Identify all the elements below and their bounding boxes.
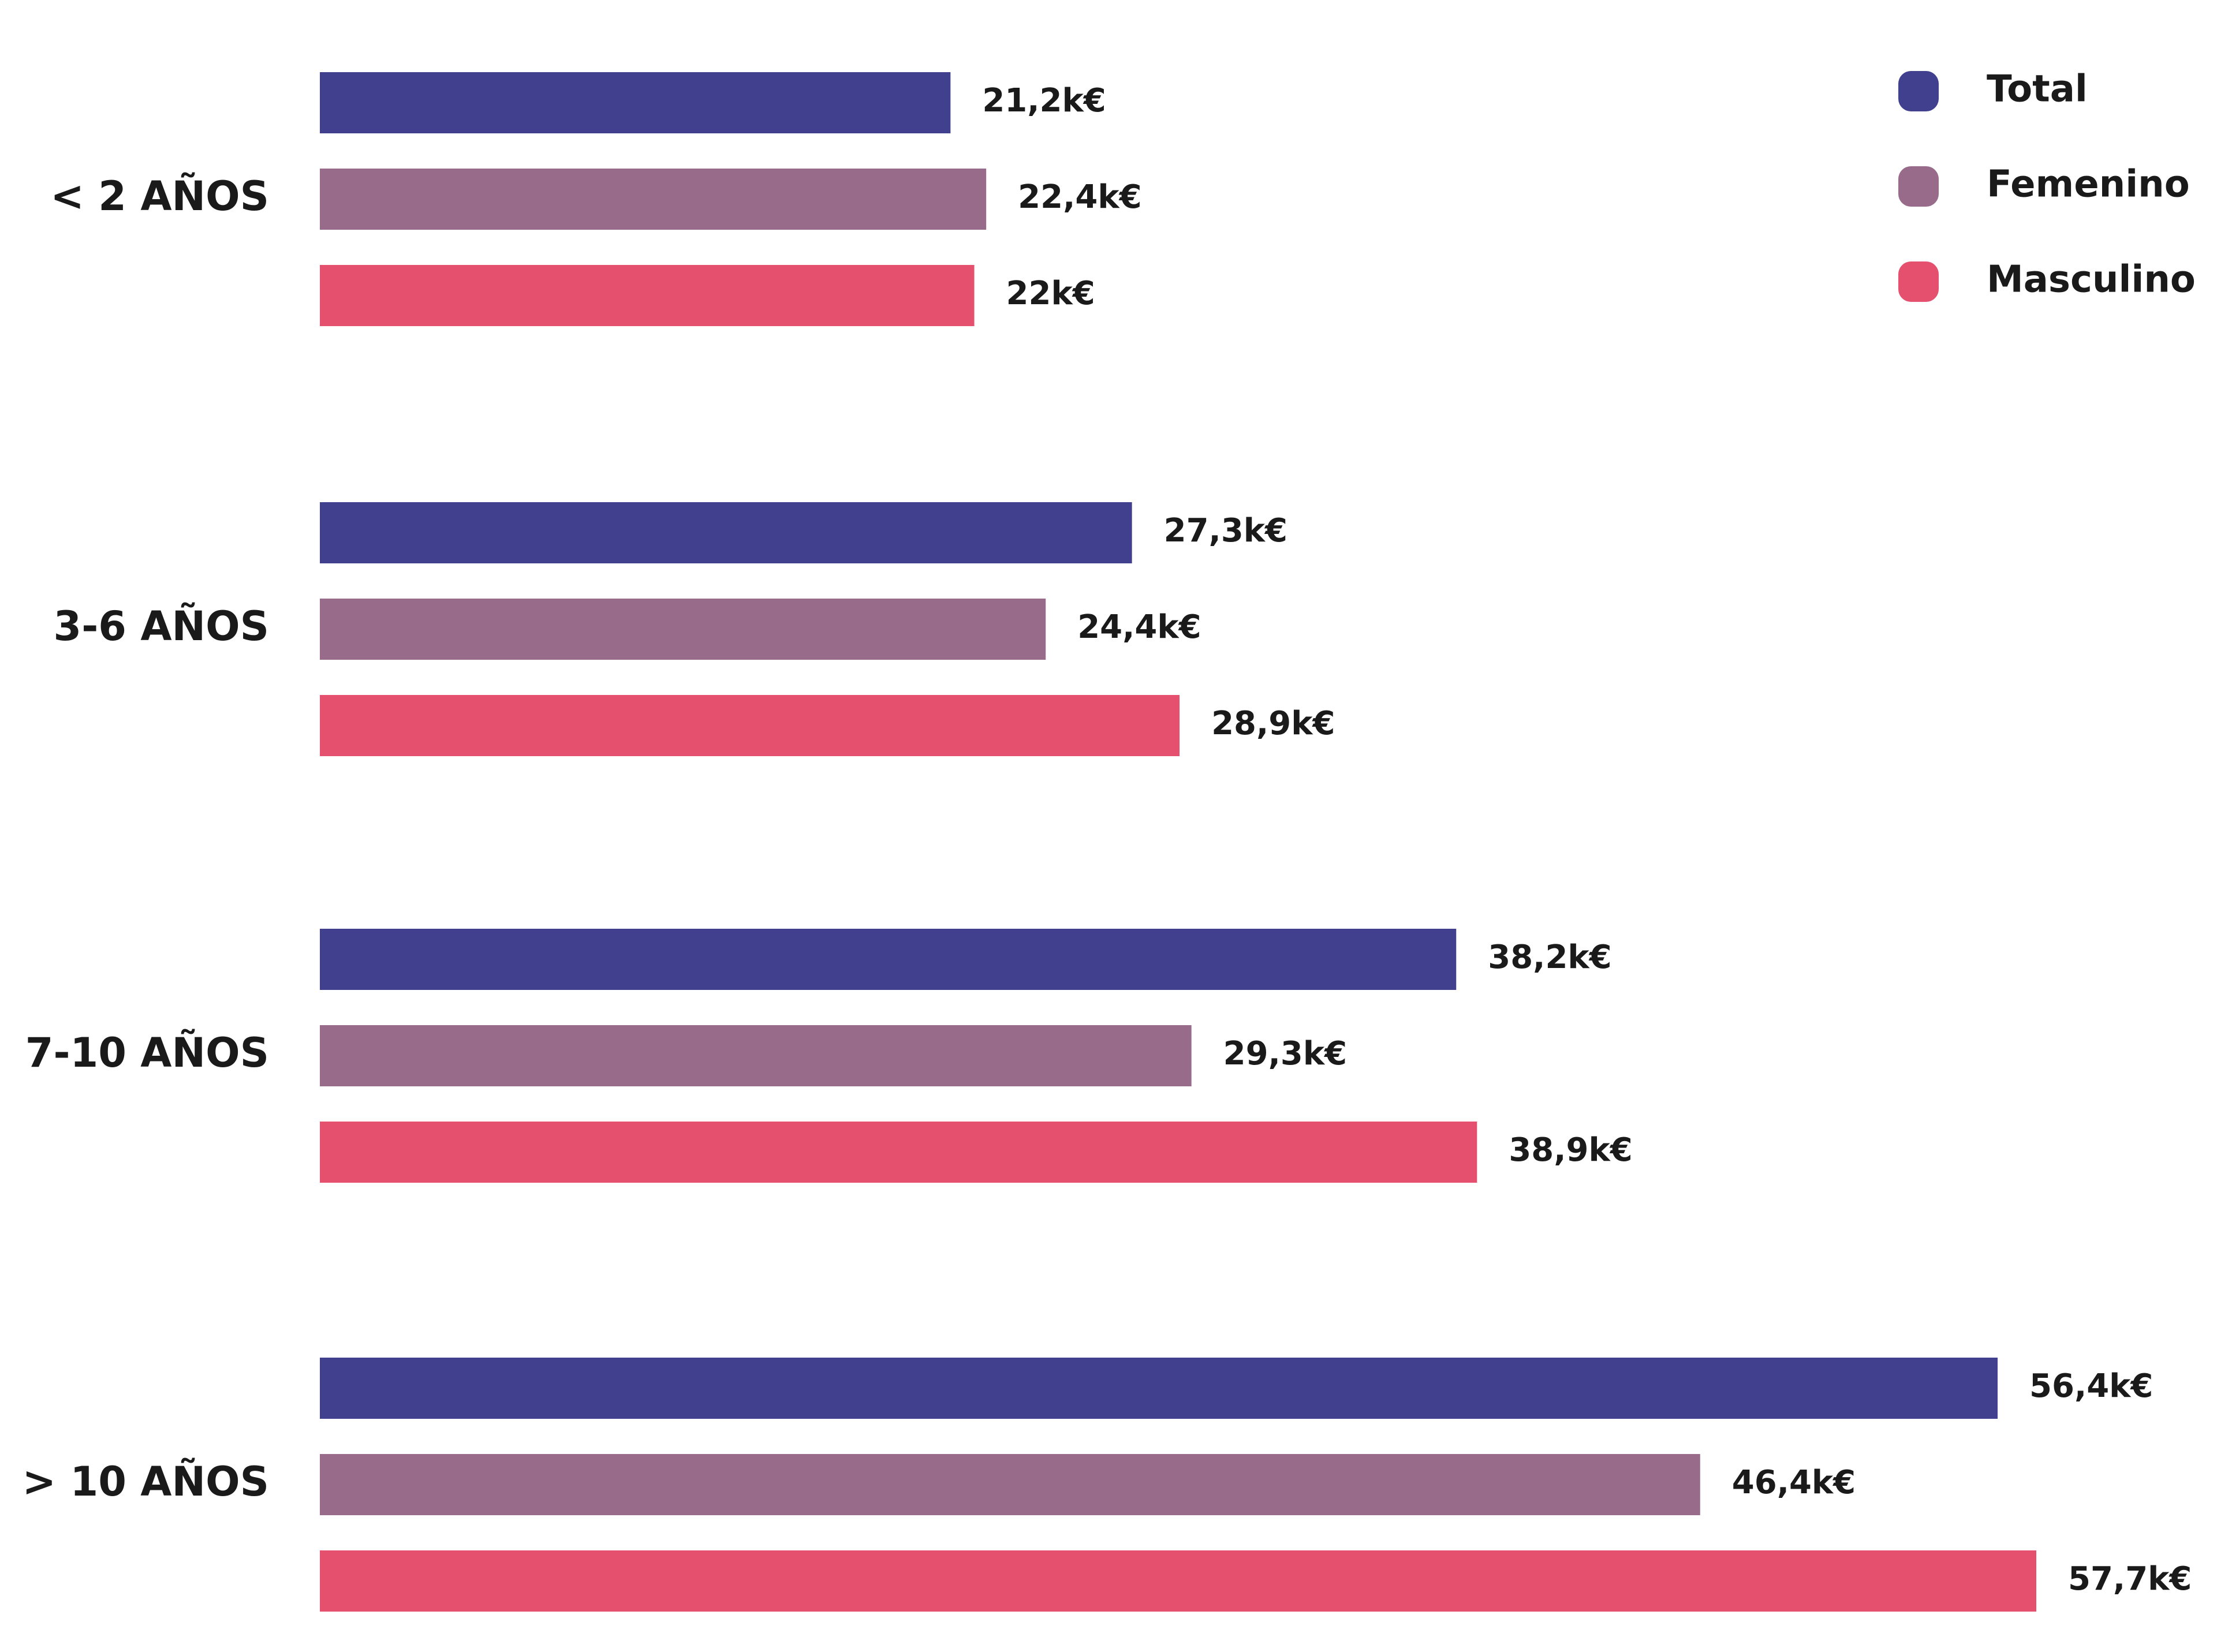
value-label: 38,2k€ <box>1488 939 1611 976</box>
bar <box>320 1358 1998 1419</box>
category-label: < 2 AÑOS <box>50 173 269 220</box>
value-label: 28,9k€ <box>1211 705 1335 742</box>
legend-label: Masculino <box>1987 259 2196 301</box>
bar <box>320 695 1180 756</box>
bar <box>320 599 1046 660</box>
value-label: 22,4k€ <box>1018 178 1141 216</box>
bar <box>320 72 951 133</box>
value-label: 56,4k€ <box>2029 1367 2153 1405</box>
value-label: 27,3k€ <box>1164 512 1287 550</box>
legend-label: Total <box>1987 68 2088 111</box>
category-label: 7-10 AÑOS <box>25 1029 269 1077</box>
legend-marker <box>1898 261 1939 302</box>
bar <box>320 502 1132 563</box>
category-label: > 10 AÑOS <box>23 1458 270 1505</box>
value-label: 21,2k€ <box>982 82 1106 119</box>
bar <box>320 265 975 326</box>
value-label: 38,9k€ <box>1509 1131 1632 1169</box>
bar <box>320 1550 2036 1612</box>
bar <box>320 169 987 230</box>
bar <box>320 1122 1477 1183</box>
bar <box>320 1454 1700 1515</box>
value-label: 29,3k€ <box>1223 1035 1347 1072</box>
legend-marker <box>1898 71 1939 111</box>
bar <box>320 1025 1192 1086</box>
legend-marker <box>1898 166 1939 207</box>
value-label: 46,4k€ <box>1732 1464 1856 1501</box>
bar <box>320 929 1457 990</box>
value-label: 22k€ <box>1006 275 1095 312</box>
value-label: 24,4k€ <box>1077 608 1201 646</box>
value-label: 57,7k€ <box>2068 1560 2192 1598</box>
category-label: 3-6 AÑOS <box>53 603 269 650</box>
legend-label: Femenino <box>1987 163 2190 206</box>
